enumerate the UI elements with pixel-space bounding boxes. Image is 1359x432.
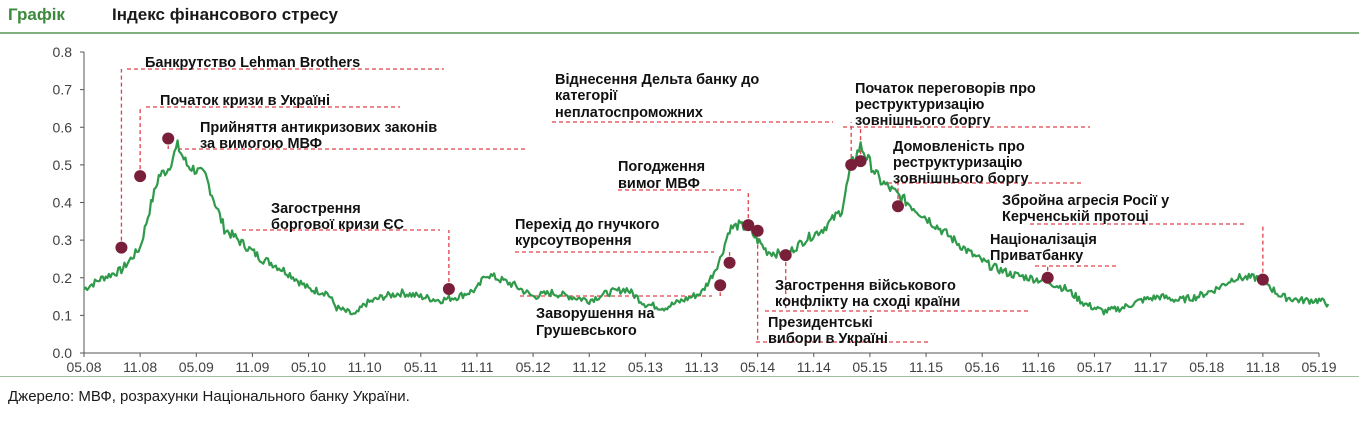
annotation-label: Віднесення Дельта банку до категорії непла… [555, 72, 759, 121]
event-marker [779, 249, 792, 262]
x-tick-label: 11.17 [1134, 359, 1168, 375]
header-divider [0, 32, 1359, 34]
x-tick-label: 05.15 [852, 359, 887, 375]
event-marker [854, 155, 867, 168]
event-marker [845, 158, 858, 171]
x-tick-label: 11.15 [909, 359, 943, 375]
y-tick-label: 0.4 [53, 195, 73, 211]
stress-index-chart: 0.0 0.1 0.2 0.3 0.4 0.5 0.6 0.7 0.8 05.08 11.08 05.… [53, 44, 1337, 375]
event-marker [891, 200, 904, 213]
x-tick-label: 05.12 [516, 359, 551, 375]
y-tick-label: 0.0 [53, 345, 73, 361]
annotation-leaders [120, 68, 1264, 343]
chart-title: Індекс фінансового стресу [112, 5, 339, 24]
event-marker [162, 132, 175, 145]
annotation-label: Погодження вимог МВФ [618, 159, 705, 192]
annotation-label: Початок кризи в Україні [160, 93, 330, 109]
annotation-label: Перехід до гнучкого курсоутворення [515, 217, 660, 249]
annotation-label: Початок переговорів про реструктуризацію з… [855, 81, 1036, 129]
event-marker [714, 279, 727, 292]
annotation-label: Банкрутство Lehman Brothers [145, 55, 360, 71]
event-marker [751, 224, 764, 237]
x-tick-label: 05.08 [66, 359, 101, 375]
y-tick-label: 0.7 [53, 82, 73, 98]
x-tick-label: 05.18 [1189, 359, 1224, 375]
x-tick-label: 05.19 [1301, 359, 1336, 375]
y-tick-label: 0.2 [53, 270, 73, 286]
x-tick-label: 05.16 [965, 359, 1000, 375]
annotation-label: Загострення боргової кризи ЄС [271, 201, 405, 233]
event-marker [742, 219, 755, 232]
stress-index-line [83, 139, 1330, 316]
annotation-label: Президентські вибори в Україні [768, 315, 888, 347]
x-tick-label: 05.10 [291, 359, 326, 375]
y-tick-label: 0.8 [53, 44, 73, 60]
y-tick-label: 0.3 [53, 232, 73, 248]
series-layer [83, 139, 1330, 316]
event-marker [442, 283, 455, 296]
annotation-label: Прийняття антикризових законів за вимогою… [200, 120, 437, 152]
annotation-label: Загострення військового конфлікту на сход… [775, 278, 960, 310]
x-tick-label: 11.14 [797, 359, 831, 375]
figure-prefix: Графік [8, 5, 65, 24]
event-marker [115, 241, 128, 254]
annotation-labels: Банкрутство Lehman Brothers Початок кризи… [145, 55, 1169, 347]
y-tick-label: 0.5 [53, 157, 73, 173]
x-tick-label: 11.09 [235, 359, 269, 375]
x-tick-label: 11.10 [348, 359, 382, 375]
x-tick-label: 11.16 [1021, 359, 1055, 375]
annotation-label: Заворушення на Грушевського [536, 306, 655, 339]
x-tick-label: 05.09 [179, 359, 214, 375]
x-tick-label: 11.08 [123, 359, 157, 375]
event-marker [1041, 271, 1054, 284]
x-tick-label: 11.11 [460, 359, 493, 375]
event-marker [1256, 273, 1269, 286]
annotation-label: Домовленість про реструктуризацію зовнішнь… [893, 139, 1029, 187]
y-tick-label: 0.6 [53, 119, 73, 135]
event-marker [134, 170, 147, 183]
y-tick-label: 0.1 [53, 307, 73, 323]
x-tick-label: 11.13 [685, 359, 719, 375]
x-tick-label: 11.12 [572, 359, 606, 375]
event-marker [723, 256, 736, 269]
chart-axes: 0.0 0.1 0.2 0.3 0.4 0.5 0.6 0.7 0.8 05.08 11.08 05.… [53, 44, 1337, 375]
source-note: Джерело: МВФ, розрахунки Національного б… [8, 388, 410, 405]
annotation-label: Збройна агресія Росії у Керченській прото… [1002, 193, 1169, 225]
source-divider [0, 376, 1359, 377]
x-tick-label: 05.13 [628, 359, 663, 375]
x-tick-label: 05.11 [404, 359, 438, 375]
x-tick-label: 05.17 [1077, 359, 1112, 375]
chart-header: Графік Індекс фінансового стресу [0, 0, 1359, 34]
x-tick-label: 11.18 [1246, 359, 1280, 375]
x-tick-label: 05.14 [740, 359, 775, 375]
annotation-label: Націоналізація Приватбанку [990, 232, 1097, 264]
event-markers [115, 132, 1269, 296]
